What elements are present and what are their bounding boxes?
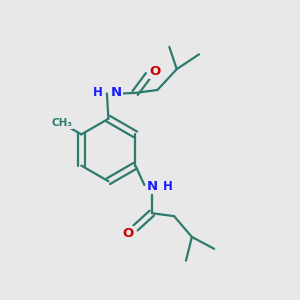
Text: N: N <box>147 180 158 193</box>
Text: H: H <box>163 180 173 193</box>
Text: N: N <box>111 86 122 99</box>
Text: H: H <box>92 86 102 99</box>
Text: CH₃: CH₃ <box>52 118 73 128</box>
Text: O: O <box>149 65 161 78</box>
Text: O: O <box>122 227 134 240</box>
